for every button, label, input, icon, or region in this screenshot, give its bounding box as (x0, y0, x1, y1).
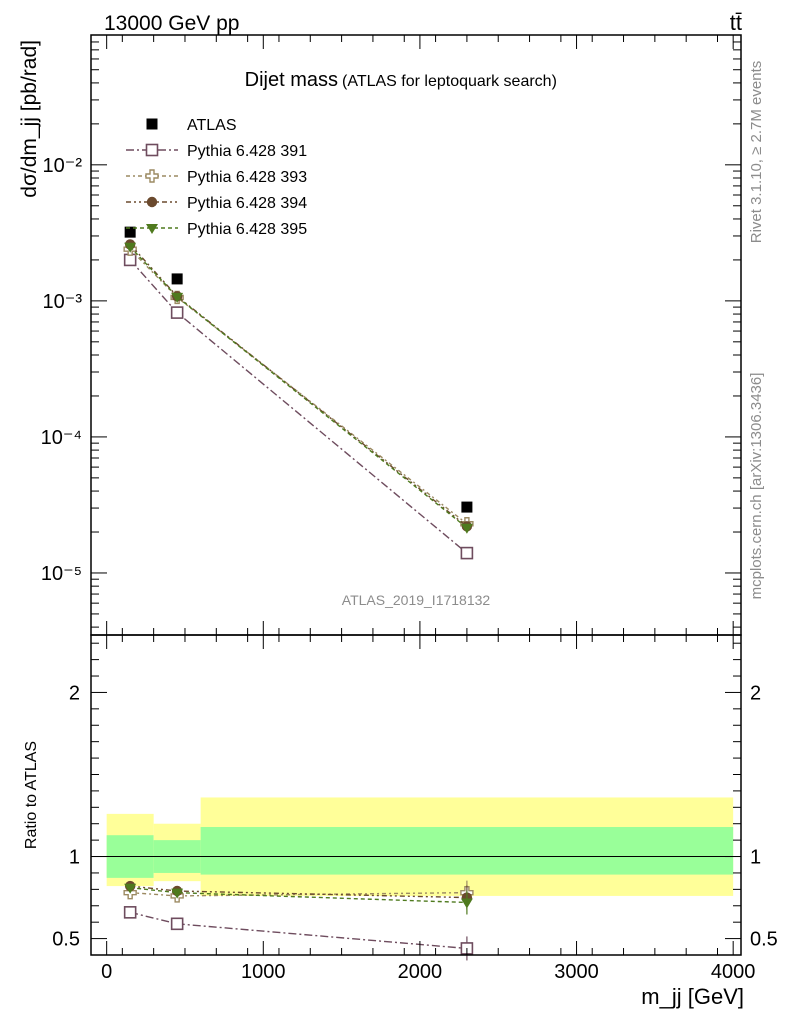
series-line (129, 259, 468, 554)
series-point (171, 292, 184, 303)
data-point (124, 226, 136, 238)
legend-label: Pythia 6.428 395 (187, 221, 307, 238)
series-point (170, 306, 184, 319)
beam-label: 13000 GeV pp (104, 12, 239, 35)
data-points (124, 226, 473, 513)
process-label: tt̄ (730, 10, 742, 35)
series-point (124, 242, 137, 253)
x-tick-label: 4000 (711, 961, 756, 983)
analysis-id: ATLAS_2019_I1718132 (342, 592, 491, 608)
legend-label: Pythia 6.428 391 (187, 143, 307, 160)
y-tick-label: 10⁻³ (43, 291, 83, 313)
series-line (129, 248, 468, 525)
legend-label: ATLAS (187, 117, 237, 134)
legend-marker (146, 196, 158, 208)
ratio-tick-label: 2 (69, 682, 80, 704)
x-tick-label: 1000 (241, 961, 286, 983)
ratio-tick-label: 0.5 (52, 929, 80, 951)
legend-label: Pythia 6.428 393 (187, 169, 307, 186)
chart-title: Dijet mass (245, 69, 338, 91)
y-tick-label: 10⁻⁵ (41, 563, 82, 585)
ratio-tick-label-right: 0.5 (750, 929, 778, 951)
legend-marker (146, 224, 158, 234)
series-layer (123, 239, 474, 560)
data-point (461, 501, 473, 513)
ratio-point (460, 898, 473, 909)
ratio-bands (106, 797, 734, 896)
ratio-band-inner (200, 827, 734, 875)
axis-ticks (90, 34, 741, 956)
series-point (460, 523, 473, 534)
legend-label: Pythia 6.428 394 (187, 195, 307, 212)
ratio-point (171, 888, 184, 899)
series-point (460, 546, 474, 560)
legend-marker (145, 143, 159, 157)
x-tick-label: 3000 (554, 961, 599, 983)
rivet-label: Rivet 3.1.10, ≥ 2.7M events (748, 61, 765, 244)
legend-marker (145, 169, 159, 183)
tick-labels: 0 1000 2000 3000 4000 10⁻⁵ 10⁻⁴ 10⁻³ 10⁻² 0.5 0.5 1… (41, 155, 778, 983)
series-line (129, 243, 468, 527)
ratio-y-axis-label: Ratio to ATLAS (23, 741, 40, 849)
x-axis-label: m_jj [GeV] (641, 984, 744, 1009)
legend: ATLAS Pythia 6.428 391 Pythia 6.428 393 Pyt… (126, 117, 307, 238)
series-line (129, 246, 468, 529)
ratio-line (130, 891, 467, 897)
ratio-point (123, 906, 137, 919)
ratio-tick-label-right: 2 (750, 682, 761, 704)
ratio-tick-label-right: 1 (750, 847, 761, 869)
ratio-tick-label: 1 (69, 847, 80, 869)
mcplots-label: mcplots.cern.ch [arXiv:1306.3436] (748, 373, 765, 600)
ratio-point (124, 883, 137, 894)
ratio-point (170, 917, 184, 931)
ratio-series-layer (123, 880, 474, 961)
chart-subtitle: (ATLAS for leptoquark search) (342, 73, 557, 90)
series-point (123, 253, 137, 267)
ratio-line (130, 887, 467, 904)
y-axis-label: dσ/dm_jj [pb/rad] (18, 40, 41, 198)
y-tick-label: 10⁻⁴ (41, 427, 82, 449)
x-tick-label: 0 (101, 961, 112, 983)
legend-marker (146, 118, 158, 130)
data-point (171, 273, 183, 285)
y-tick-label: 10⁻² (43, 155, 83, 177)
x-tick-label: 2000 (398, 961, 443, 983)
ratio-frame (90, 634, 742, 956)
